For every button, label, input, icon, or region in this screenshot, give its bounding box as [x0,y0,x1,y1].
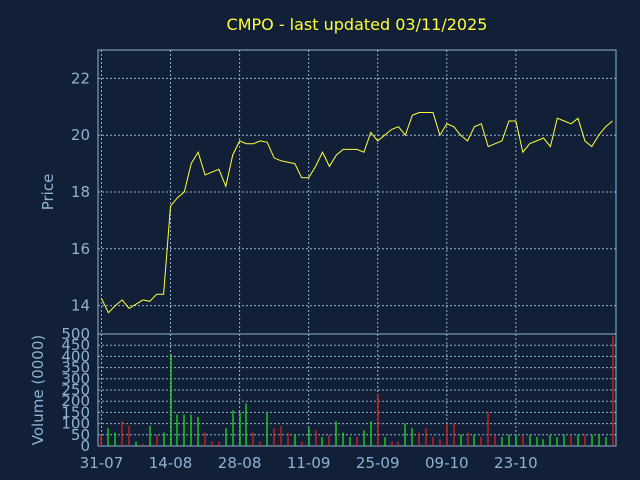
price-axis-label: Price [39,174,57,211]
price-tick-label: 16 [71,240,90,258]
chart-title: CMPO - last updated 03/11/2025 [227,15,488,34]
volume-tick-label: 300 [61,370,90,388]
x-axis: 31-07 14-08 28-08 11-09 25-09 09-10 23-10 [80,454,538,472]
volume-bars [100,336,614,446]
volume-tick-label: 350 [61,359,90,377]
price-tick-label: 22 [71,69,90,87]
volume-axis-label: Volume (0000) [29,335,47,445]
price-panel: 14 16 18 20 22 Price [39,49,617,335]
volume-tick-label: 100 [61,415,90,433]
x-tick-label: 14-08 [149,454,193,472]
price-tick-label: 20 [71,126,90,144]
price-y-axis: 14 16 18 20 22 [71,69,90,314]
x-tick-label: 23-10 [494,454,538,472]
volume-grid [98,333,616,447]
price-tick-label: 18 [71,183,90,201]
volume-tick-label: 500 [61,325,90,343]
x-tick-label: 31-07 [80,454,124,472]
x-tick-label: 11-09 [287,454,331,472]
price-line [101,112,613,314]
volume-tick-label: 250 [61,381,90,399]
volume-tick-label: 200 [61,392,90,410]
price-grid [98,50,616,334]
volume-tick-label: 0 [80,437,90,455]
x-tick-label: 28-08 [218,454,262,472]
volume-tick-label: 150 [61,403,90,421]
volume-tick-label: 450 [61,336,90,354]
price-tick-label: 14 [71,297,90,315]
volume-tick-label: 400 [61,347,90,365]
volume-tick-label: 50 [71,426,90,444]
x-tick-label: 09-10 [425,454,469,472]
x-tick-label: 25-09 [356,454,400,472]
